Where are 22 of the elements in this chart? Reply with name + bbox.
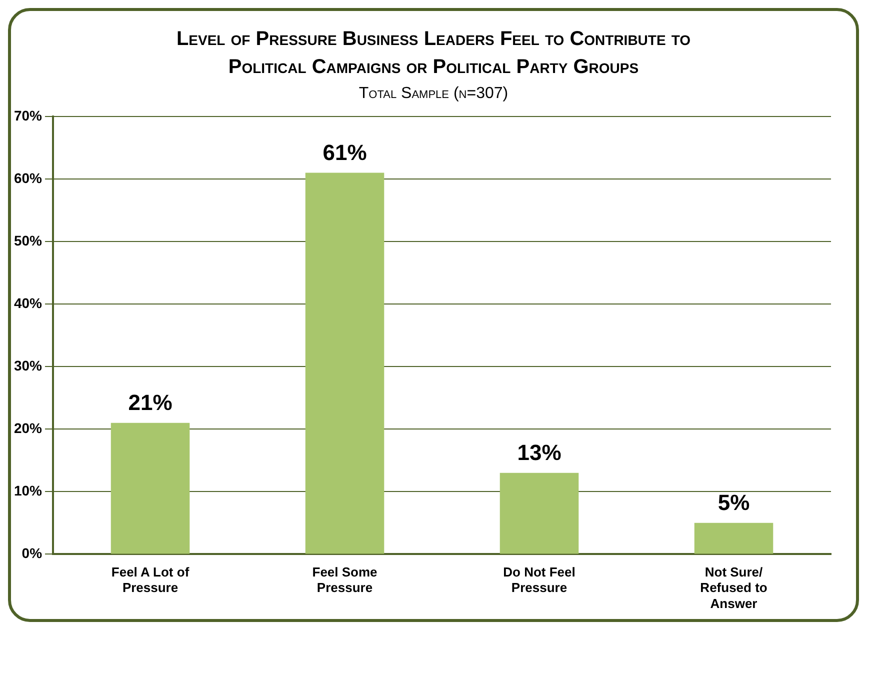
bar — [694, 522, 774, 554]
y-tick-label: 10% — [14, 482, 43, 499]
y-tick-label: 60% — [14, 170, 43, 186]
bar — [305, 172, 384, 554]
y-tick-label: 50% — [14, 232, 43, 248]
data-label: 5% — [718, 490, 750, 515]
data-label: 21% — [128, 390, 172, 415]
y-tick-label: 0% — [22, 545, 43, 562]
data-label: 61% — [322, 140, 367, 165]
y-tick-label: 40% — [14, 294, 43, 311]
data-label: 13% — [517, 440, 562, 465]
x-tick-label: Do Not Feel Pressure — [503, 564, 576, 596]
chart-subtitle: Total Sample (n=307) — [358, 85, 510, 103]
y-tick-label: 30% — [14, 357, 43, 374]
chart-title: Level of Pressure Business Leaders Feel to Contribute to Political Campaigns or Political Party Groups — [175, 27, 692, 80]
y-tick-label: 20% — [14, 420, 43, 436]
bar — [110, 422, 190, 554]
x-tick-label: Feel Some Pressure — [312, 564, 378, 596]
y-tick-label: 70% — [14, 107, 43, 124]
bar — [500, 472, 579, 554]
x-tick-label: Not Sure/ Refused to Answer — [700, 564, 768, 611]
x-tick-label: Feel A Lot of Pressure — [111, 564, 190, 596]
